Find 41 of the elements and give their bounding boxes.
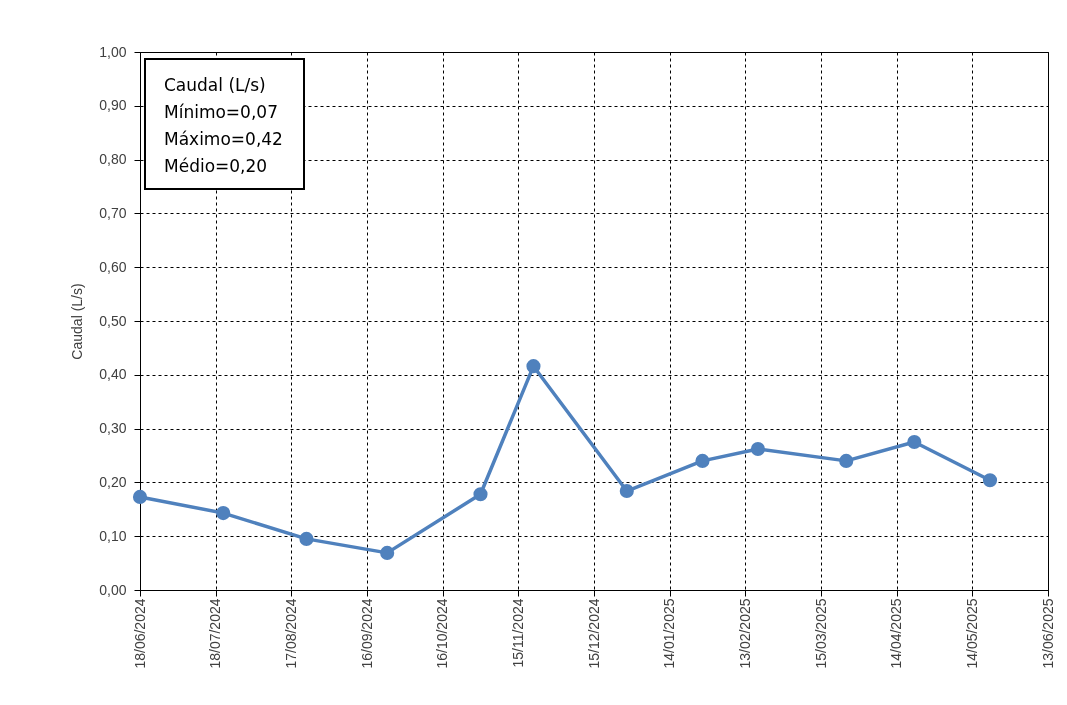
x-tick-label: 15/03/2025 xyxy=(812,598,829,669)
point xyxy=(132,489,148,504)
x-tick-label: 16/09/2024 xyxy=(358,598,375,669)
point xyxy=(380,545,395,560)
y-tick-label: 0,00 xyxy=(99,581,127,598)
y-tick-label: 0,90 xyxy=(99,97,127,114)
y-tick-label: 0,70 xyxy=(99,204,127,221)
point xyxy=(982,473,998,488)
y-tick-label: 0,80 xyxy=(99,151,127,168)
x-tick-label: 14/04/2025 xyxy=(888,598,905,669)
x-tick-label: 14/05/2025 xyxy=(963,598,980,669)
y-tick-label: 0,40 xyxy=(99,366,127,383)
point xyxy=(299,531,314,546)
y-tick-label: 0,30 xyxy=(99,420,127,437)
x-tick-label: 16/10/2024 xyxy=(434,598,451,669)
point xyxy=(839,453,854,468)
annotation: Médio=0,20 xyxy=(164,155,269,178)
point xyxy=(750,441,766,457)
x-tick-label: 14/01/2025 xyxy=(661,598,678,669)
point xyxy=(216,506,231,521)
y-tick-label: 0,10 xyxy=(99,527,127,544)
y-tick-label: 0,50 xyxy=(99,312,127,329)
x-tick-label: 15/12/2024 xyxy=(585,598,602,669)
y-tick-label: 0,20 xyxy=(99,473,127,490)
y-axis-title: Caudal (L/s) xyxy=(69,283,86,360)
point xyxy=(907,434,922,450)
x-tick-label: 13/06/2025 xyxy=(1039,598,1056,669)
point xyxy=(695,453,710,468)
point xyxy=(473,487,488,502)
y-tick-label: 0,60 xyxy=(99,258,127,275)
x-tick-label: 18/07/2024 xyxy=(207,598,224,669)
annotation: Caudal (L/s) xyxy=(164,74,267,97)
y-tick-label: 1,00 xyxy=(99,43,127,60)
x-tick-label: 18/06/2024 xyxy=(131,598,148,669)
x-tick-label: 15/11/2024 xyxy=(509,598,526,668)
x-tick-label: 13/02/2025 xyxy=(736,598,753,669)
x-tick-label: 17/08/2024 xyxy=(282,598,299,669)
point xyxy=(526,359,541,374)
point xyxy=(619,483,634,499)
annotation: Máximo=0,42 xyxy=(164,128,283,151)
annotation: Mínimo=0,07 xyxy=(164,101,279,124)
